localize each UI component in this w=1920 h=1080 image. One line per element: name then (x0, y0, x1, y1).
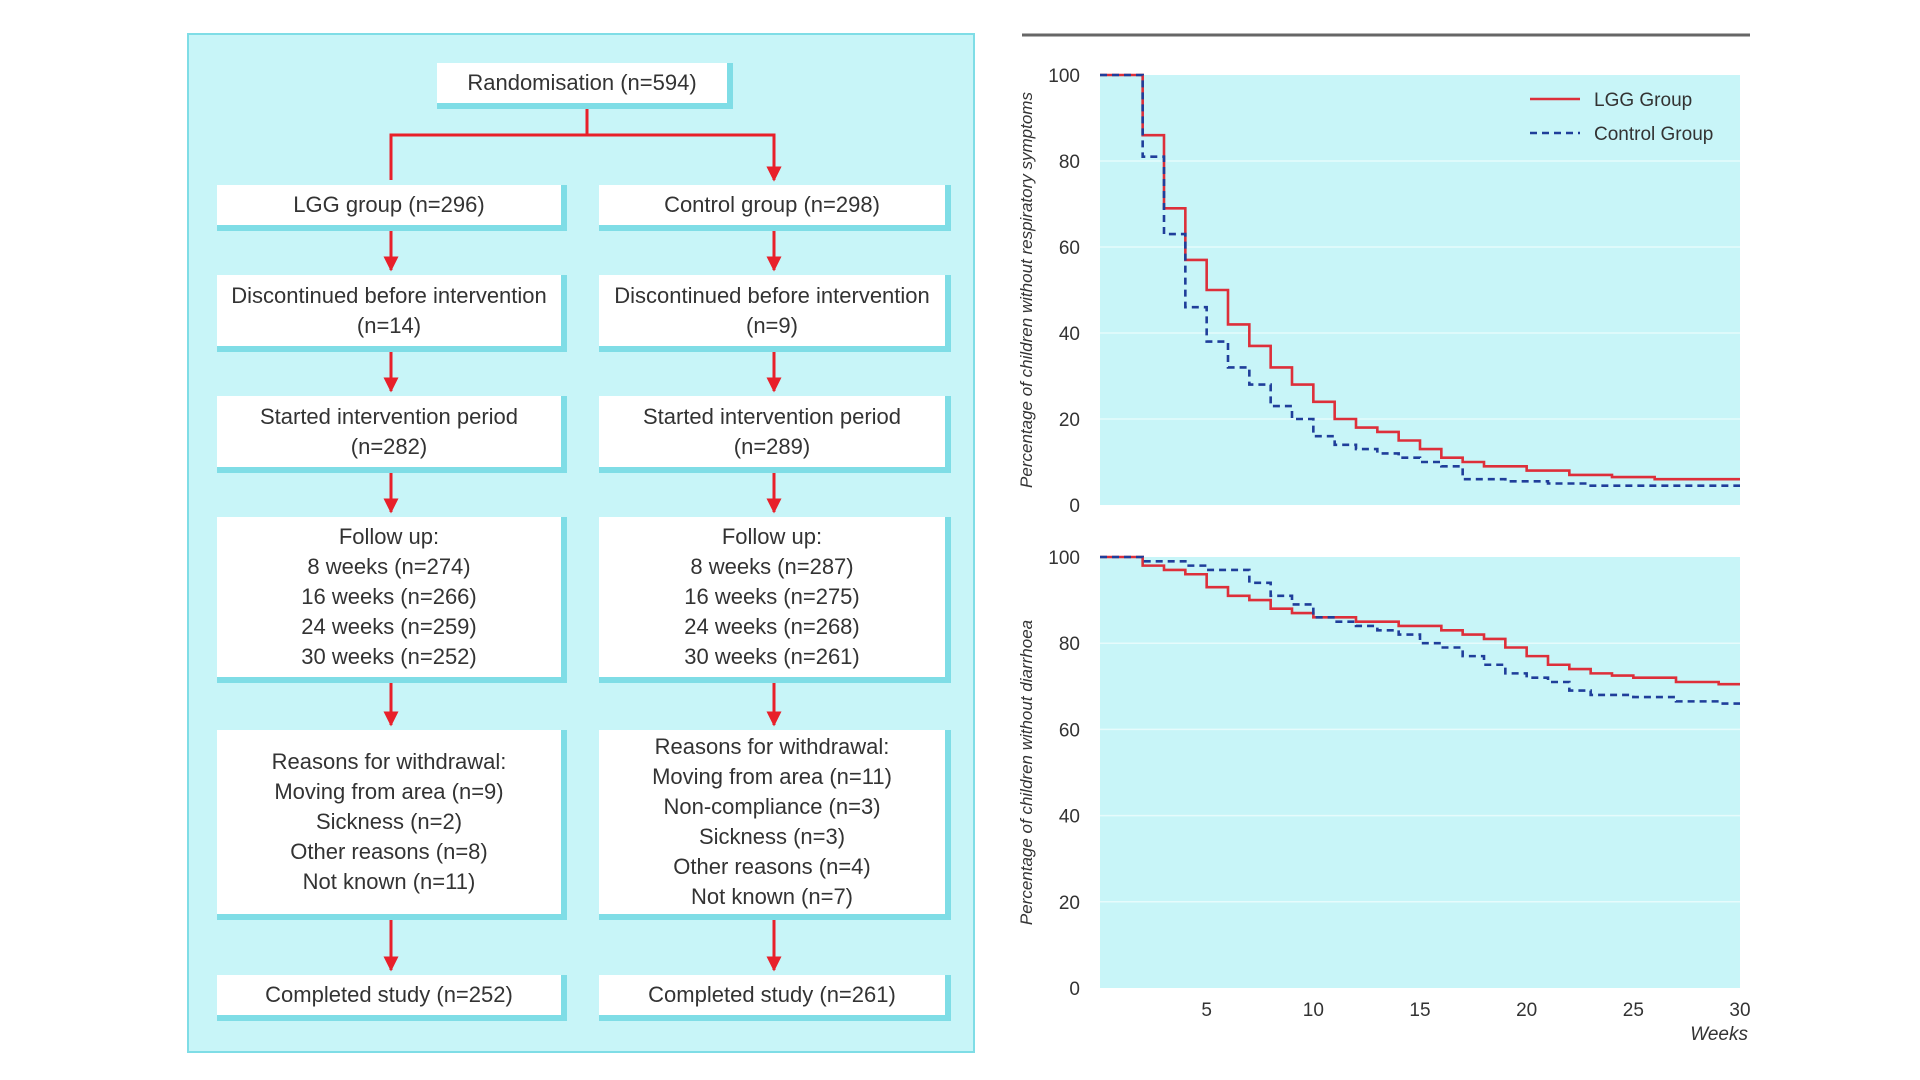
lgg-series-line (1100, 555, 1740, 686)
y-tick-label: 80 (1059, 152, 1080, 173)
lgg-withdrawal-item: Sickness (n=2) (315, 809, 463, 834)
control-follow-up-item: 16 weeks (n=275) (684, 584, 860, 609)
trial-flowchart: Randomisation (n=594) LGG group (n=296) … (187, 33, 975, 1053)
y-tick-label: 20 (1059, 893, 1080, 914)
x-tick-label: 25 (1623, 1000, 1644, 1021)
lgg-withdrawal-item: Moving from area (n=9) (274, 779, 504, 804)
respiratory-chart: 0 20 40 60 80 100 Percentage of children witho… (1017, 66, 1740, 517)
x-tick-label: 20 (1516, 1000, 1537, 1021)
control-completed-label: Completed study (n=261) (648, 982, 896, 1007)
lgg-withdrawal-item: Other reasons (n=8) (290, 839, 488, 864)
control-started-line: Started intervention period (642, 403, 902, 429)
plot-area (1100, 557, 1740, 988)
control-group-box: Control group (n=298) (599, 185, 951, 231)
control-started-count: (n=289) (733, 433, 811, 459)
lgg-started-count: (n=282) (350, 433, 428, 459)
lgg-group-box: LGG group (n=296) (217, 185, 567, 231)
lgg-group-label: LGG group (n=296) (293, 192, 485, 217)
control-withdrawal-item: Sickness (n=3) (698, 824, 846, 849)
control-withdrawal-item: Non-compliance (n=3) (663, 794, 881, 819)
control-follow-up-box: Follow up: 8 weeks (n=287) 16 weeks (n=2… (599, 517, 951, 683)
lgg-follow-up-box: Follow up: 8 weeks (n=274) 16 weeks (n=2… (217, 517, 567, 683)
lgg-follow-up-heading: Follow up: (338, 524, 440, 549)
lgg-discontinued-line: Discontinued before intervention (231, 282, 547, 308)
lgg-series-line (1100, 73, 1740, 481)
lgg-withdrawal-item: Not known (n=11) (302, 869, 476, 894)
control-withdrawal-item: Not known (n=7) (690, 884, 854, 909)
y-tick-label: 0 (1069, 979, 1080, 1000)
control-series-line (1100, 73, 1740, 487)
y-tick-label: 20 (1059, 410, 1080, 431)
lgg-follow-up-item: 16 weeks (n=266) (301, 584, 477, 609)
control-withdrawal-item: Other reasons (n=4) (673, 854, 871, 879)
flowchart-arrows (383, 109, 977, 972)
control-discontinued-line: Discontinued before intervention (614, 282, 930, 308)
lgg-started-line: Started intervention period (259, 403, 519, 429)
lgg-started-box: Started intervention period (n=282) (217, 396, 567, 473)
control-withdrawal-heading: Reasons for withdrawal: (654, 734, 890, 759)
control-follow-up-item: 8 weeks (n=287) (690, 554, 854, 579)
lgg-follow-up-item: 8 weeks (n=274) (307, 554, 471, 579)
x-tick-label: 30 (1729, 1000, 1750, 1021)
control-withdrawal-box: Reasons for withdrawal: Moving from area… (599, 730, 951, 920)
y-tick-label: 100 (1048, 66, 1080, 87)
lgg-follow-up-item: 24 weeks (n=259) (301, 614, 477, 639)
y-tick-label: 100 (1048, 548, 1080, 569)
control-withdrawal-item: Moving from area (n=11) (652, 764, 892, 789)
y-tick-label: 0 (1069, 496, 1080, 517)
y-tick-label: 40 (1059, 807, 1080, 828)
lgg-completed-box: Completed study (n=252) (217, 975, 567, 1021)
x-tick-label: 10 (1303, 1000, 1324, 1021)
lgg-discontinued-count: (n=14) (356, 312, 422, 338)
x-tick-label: 5 (1201, 1000, 1212, 1021)
y-tick-label: 40 (1059, 324, 1080, 345)
y-tick-label: 60 (1059, 720, 1080, 741)
control-discontinued-box: Discontinued before intervention (n=9) (599, 275, 951, 352)
x-axis-label: Weeks (1690, 1024, 1748, 1045)
control-discontinued-count: (n=9) (746, 312, 798, 338)
x-tick-label: 15 (1409, 1000, 1430, 1021)
y-tick-label: 60 (1059, 238, 1080, 259)
lgg-follow-up-item: 30 weeks (n=252) (301, 644, 477, 669)
diarrhoea-chart: 0 20 40 60 80 100 5 10 15 20 25 30 Percentage of chi… (1017, 548, 1751, 1045)
control-started-box: Started intervention period (n=289) (599, 396, 951, 473)
y-axis-label: Percentage of children without respirato… (1017, 92, 1036, 488)
control-group-label: Control group (n=298) (664, 192, 880, 217)
y-axis-label: Percentage of children without diarrhoea (1017, 620, 1036, 925)
control-series-line (1100, 555, 1740, 705)
y-tick-label: 80 (1059, 634, 1080, 655)
legend-label-control: Control Group (1594, 124, 1713, 145)
control-follow-up-item: 30 weeks (n=261) (684, 644, 860, 669)
control-completed-box: Completed study (n=261) (599, 975, 951, 1021)
control-follow-up-item: 24 weeks (n=268) (684, 614, 860, 639)
randomisation-label: Randomisation (n=594) (467, 70, 697, 95)
lgg-completed-label: Completed study (n=252) (265, 982, 513, 1007)
randomisation-box: Randomisation (n=594) (437, 63, 733, 109)
lgg-withdrawal-heading: Reasons for withdrawal: (271, 749, 507, 774)
lgg-withdrawal-box: Reasons for withdrawal: Moving from area… (217, 730, 567, 920)
lgg-discontinued-box: Discontinued before intervention (n=14) (217, 275, 567, 352)
legend-label-lgg: LGG Group (1594, 90, 1692, 111)
control-follow-up-heading: Follow up: (721, 524, 823, 549)
